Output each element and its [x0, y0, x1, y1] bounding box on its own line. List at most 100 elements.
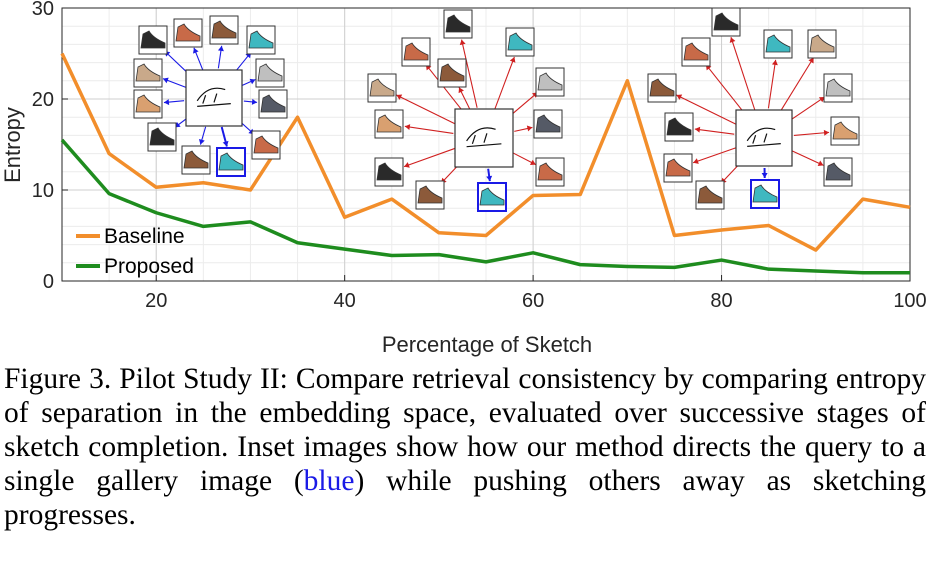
shoe-glyph — [376, 114, 402, 133]
shoe-glyph — [507, 32, 533, 51]
inset-arrowhead — [486, 175, 493, 182]
axes: 20 40 60 80 100 0 10 20 30 — [32, 0, 927, 312]
shoe-glyph — [135, 63, 161, 82]
inset-arrow — [705, 64, 746, 115]
shoe-glyph — [149, 127, 175, 146]
shoe-glyph — [713, 12, 739, 31]
inset-arrowhead — [404, 162, 410, 168]
legend-label-proposed: Proposed — [104, 255, 194, 278]
series-line-proposed — [60, 138, 910, 275]
inset-arrowhead — [251, 98, 258, 105]
inset-arrow — [494, 56, 515, 110]
inset-arrowhead — [729, 37, 736, 43]
inset-arrow — [461, 39, 478, 108]
y-tick-label: 20 — [32, 89, 54, 111]
shoe-glyph — [140, 30, 166, 49]
inset-arrow — [788, 96, 826, 122]
shoe-glyph — [439, 63, 465, 82]
inset-arrowhead — [693, 158, 699, 164]
legend: Baseline Proposed — [76, 225, 194, 278]
series-line-baseline — [60, 52, 911, 252]
caption-label: Figure 3. — [4, 363, 112, 395]
inset-arrowhead — [193, 47, 199, 54]
legend-label-baseline: Baseline — [104, 225, 185, 248]
shoe-glyph — [683, 42, 709, 61]
inset-arrowhead — [217, 45, 224, 52]
shoe-glyph — [183, 150, 209, 169]
inset-arrowhead — [694, 126, 701, 133]
y-tick-label: 10 — [32, 180, 54, 202]
inset-arrowhead — [162, 77, 169, 84]
inset-arrowhead — [817, 160, 824, 166]
shoe-glyph — [260, 94, 286, 113]
y-tick-label: 0 — [43, 271, 54, 293]
inset-arrow — [676, 94, 738, 126]
inset-arrowhead — [771, 59, 778, 66]
shoe-glyph — [417, 185, 443, 204]
y-tick-label: 30 — [32, 0, 54, 20]
series-layer — [60, 52, 911, 275]
inset-group-3 — [647, 7, 860, 210]
inset-arrowhead — [526, 125, 533, 132]
inset-arrow — [767, 59, 777, 109]
shoe-glyph — [218, 152, 244, 171]
shoe-glyph — [752, 184, 778, 203]
x-tick-label: 80 — [710, 290, 732, 312]
caption-blue-word: blue — [303, 465, 355, 497]
shoe-glyph — [253, 135, 279, 154]
inset-arrow — [694, 128, 735, 135]
inset-arrowhead — [808, 57, 814, 64]
shoe-glyph — [666, 117, 692, 136]
shoe-glyph — [697, 185, 723, 204]
inset-arrowhead — [249, 78, 256, 85]
x-tick-label: 100 — [893, 290, 926, 312]
shoe-glyph — [809, 34, 835, 53]
inset-arrowhead — [529, 159, 536, 166]
x-axis-label: Percentage of Sketch — [382, 332, 592, 357]
x-tick-label: 20 — [145, 290, 167, 312]
shoe-glyph — [832, 121, 858, 140]
inset-arrowhead — [396, 94, 403, 100]
shoe-glyph — [537, 162, 563, 181]
inset-arrowhead — [198, 138, 205, 145]
inset-arrow — [404, 125, 454, 135]
shoe-glyph — [376, 162, 402, 181]
inset-arrow — [793, 131, 830, 136]
inset-arrowhead — [222, 140, 229, 147]
inset-arrowhead — [458, 87, 464, 94]
shoe-glyph — [445, 14, 471, 33]
query-sketch-strokes — [746, 127, 781, 147]
inset-arrowhead — [818, 96, 825, 103]
shoe-glyph — [649, 78, 675, 97]
shoe-glyph — [535, 114, 561, 133]
shoe-glyph — [369, 78, 395, 97]
inset-arrowhead — [823, 129, 830, 136]
shoe-glyph — [257, 63, 283, 82]
inset-arrowhead — [459, 39, 466, 46]
inset-arrow — [692, 147, 736, 164]
inset-group-1 — [133, 15, 288, 177]
x-tick-label: 40 — [334, 290, 356, 312]
inset-arrow — [396, 94, 457, 125]
query-sketch-box — [454, 108, 514, 168]
inset-images — [133, 7, 860, 212]
inset-group-2 — [367, 9, 565, 212]
query-sketch-box — [185, 69, 243, 127]
shoe-glyph — [825, 78, 851, 97]
inset-arrowhead — [761, 172, 768, 179]
inset-arrow — [730, 37, 756, 110]
shoe-glyph — [248, 30, 274, 49]
query-sketch-strokes — [466, 127, 502, 148]
inset-arrow — [425, 64, 466, 115]
query-sketch-box — [735, 109, 793, 167]
inset-arrowhead — [163, 99, 170, 106]
inset-arrowhead — [404, 124, 411, 131]
inset-arrow — [403, 147, 455, 168]
shoe-glyph — [765, 34, 791, 53]
inset-arrow — [791, 150, 824, 166]
inset-arrowhead — [676, 94, 683, 100]
caption-text-after: ) while pushing others away as sketching… — [4, 465, 926, 531]
entropy-chart: 20 40 60 80 100 0 10 20 30 Baseline Proposed Per… — [0, 0, 927, 357]
inset-arrow — [779, 57, 815, 113]
inset-arrowhead — [509, 56, 516, 63]
